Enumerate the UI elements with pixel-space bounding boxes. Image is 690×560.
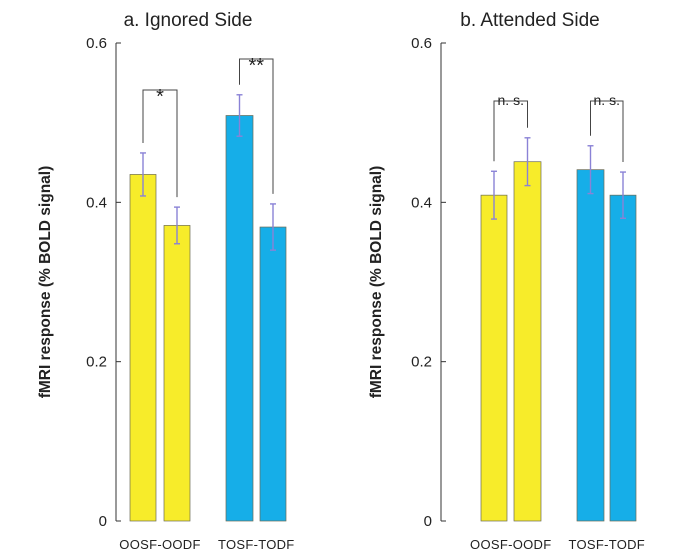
y-tick-label: 0.4 bbox=[411, 194, 432, 211]
bar bbox=[259, 226, 287, 522]
bar bbox=[609, 194, 637, 522]
significance-label: n. s. bbox=[594, 92, 620, 108]
panel-a-ignored-side: a. Ignored Side fMRI response (% BOLD sig… bbox=[37, 10, 295, 552]
significance-bracket bbox=[239, 58, 274, 194]
y-tick-label: 0.6 bbox=[411, 35, 432, 52]
bar bbox=[576, 169, 605, 522]
bar bbox=[225, 115, 254, 522]
bar bbox=[513, 161, 542, 522]
y-tick-label: 0 bbox=[424, 513, 432, 530]
significance-label: n. s. bbox=[498, 92, 524, 108]
y-axis-label: fMRI response (% BOLD signal) bbox=[368, 166, 385, 399]
significance-label: * bbox=[156, 86, 164, 108]
bar bbox=[129, 174, 157, 522]
y-tick-label: 0.2 bbox=[86, 354, 107, 371]
y-tick-label: 0 bbox=[99, 513, 107, 530]
chart-title: a. Ignored Side bbox=[124, 10, 253, 31]
x-category-label: TOSF-TODF bbox=[568, 537, 645, 552]
significance-bracket bbox=[493, 100, 528, 162]
panel-b-attended-side: b. Attended Side fMRI response (% BOLD si… bbox=[368, 10, 645, 552]
x-category-label: OOSF-OODF bbox=[470, 537, 551, 552]
bar bbox=[480, 194, 508, 522]
x-category-label: TOSF-TODF bbox=[218, 537, 295, 552]
y-axis-label: fMRI response (% BOLD signal) bbox=[37, 166, 54, 399]
chart-title: b. Attended Side bbox=[460, 10, 599, 31]
y-tick-label: 0.2 bbox=[411, 354, 432, 371]
significance-bracket bbox=[590, 100, 624, 163]
x-category-label: OOSF-OODF bbox=[119, 537, 200, 552]
y-tick-label: 0.4 bbox=[86, 194, 107, 211]
significance-label: ** bbox=[248, 55, 264, 77]
significance-bracket bbox=[142, 89, 178, 198]
y-tick-label: 0.6 bbox=[86, 35, 107, 52]
bar bbox=[163, 225, 191, 522]
